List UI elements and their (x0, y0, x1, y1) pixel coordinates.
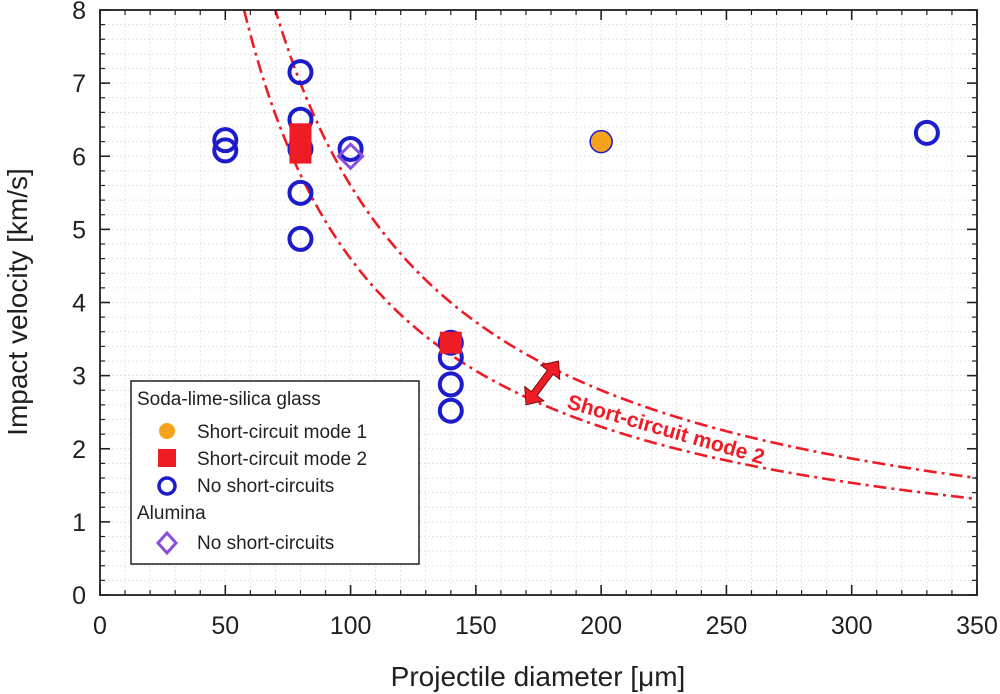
x-tick-label: 350 (956, 612, 998, 640)
data-points (212, 59, 940, 424)
legend: Soda-lime-silica glass Short-circuit mod… (130, 380, 420, 565)
legend-marker-mode2 (158, 449, 176, 467)
point-no-short-circuit-glass (337, 135, 364, 162)
x-tick-label: 100 (330, 612, 372, 640)
x-tick-label: 0 (93, 612, 107, 640)
legend-label-mode1: Short-circuit mode 1 (197, 422, 367, 443)
x-tick-label: 200 (580, 612, 622, 640)
y-tick-label: 2 (72, 436, 86, 464)
threshold-curve-2 (274, 10, 977, 480)
point-no-short-circuit-alumina (336, 142, 365, 171)
legend-group-alumina: Alumina (137, 503, 206, 524)
x-tick-label: 250 (706, 612, 748, 640)
point-short-circuit-mode2 (289, 141, 312, 164)
x-tick-label: 150 (455, 612, 497, 640)
threshold-curve-1 (242, 10, 977, 501)
legend-marker-alumina (155, 530, 179, 556)
grid (100, 10, 977, 595)
x-tick-label: 300 (831, 612, 873, 640)
annotation-arrow (524, 360, 561, 406)
point-short-circuit-mode2 (439, 331, 462, 354)
point-no-short-circuit-glass (287, 225, 314, 252)
y-axis-title: Impact velocity [km/s] (2, 168, 33, 436)
y-tick-label: 1 (72, 509, 86, 537)
legend-box (130, 380, 420, 565)
point-short-circuit-mode1 (589, 129, 613, 154)
y-tick-label: 4 (72, 290, 86, 318)
y-tick-label: 6 (72, 143, 86, 171)
legend-marker-none-glass (157, 476, 177, 496)
threshold-curves (242, 10, 977, 501)
legend-group-glass: Soda-lime-silica glass (137, 389, 321, 410)
point-no-short-circuit-glass (913, 119, 940, 146)
point-no-short-circuit-glass (287, 179, 314, 206)
y-tick-label: 0 (72, 582, 86, 610)
point-no-short-circuit-glass (437, 397, 464, 424)
y-tick-label: 5 (72, 216, 86, 244)
y-tick-label: 8 (72, 0, 86, 25)
legend-label-mode2: Short-circuit mode 2 (197, 449, 367, 470)
legend-label-none-alumina: No short-circuits (197, 533, 334, 554)
point-no-short-circuit-glass (287, 59, 314, 86)
y-tick-label: 7 (72, 70, 86, 98)
point-no-short-circuit-glass (437, 371, 464, 398)
x-tick-label: 50 (211, 612, 239, 640)
point-no-short-circuit-glass (212, 127, 239, 154)
y-tick-label: 3 (72, 363, 86, 391)
axes: 0 50 100 150 200 250 300 350 0 1 2 3 4 5 6 7 8 (72, 0, 998, 640)
legend-marker-mode1 (159, 423, 175, 439)
legend-label-none-glass: No short-circuits (197, 476, 334, 497)
x-axis-title: Projectile diameter [μm] (391, 661, 686, 692)
point-no-short-circuit-glass (212, 137, 239, 164)
